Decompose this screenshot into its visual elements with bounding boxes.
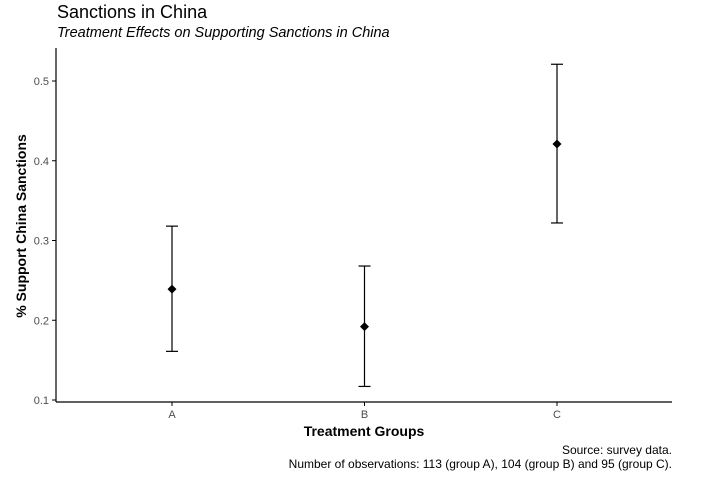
chart-title: Sanctions in China	[57, 2, 208, 22]
y-tick-label: 0.1	[34, 395, 49, 407]
caption-source: Source: survey data.	[561, 443, 672, 457]
y-tick-label: 0.5	[34, 76, 49, 88]
y-tick-label: 0.2	[34, 315, 49, 327]
chart-subtitle: Treatment Effects on Supporting Sanction…	[57, 25, 390, 41]
caption-observations: Number of observations: 113 (group A), 1…	[288, 457, 672, 471]
point-b	[360, 322, 369, 332]
y-tick-label: 0.4	[34, 156, 49, 168]
x-tick-label: A	[168, 409, 176, 421]
point-c	[552, 139, 562, 149]
x-axis-title: Treatment Groups	[304, 423, 425, 439]
x-tick-label: C	[553, 409, 561, 421]
point-a	[167, 284, 177, 294]
y-axis-title: % Support China Sanctions	[13, 134, 29, 318]
x-tick-label: B	[361, 409, 368, 421]
y-tick-label: 0.3	[34, 236, 49, 248]
